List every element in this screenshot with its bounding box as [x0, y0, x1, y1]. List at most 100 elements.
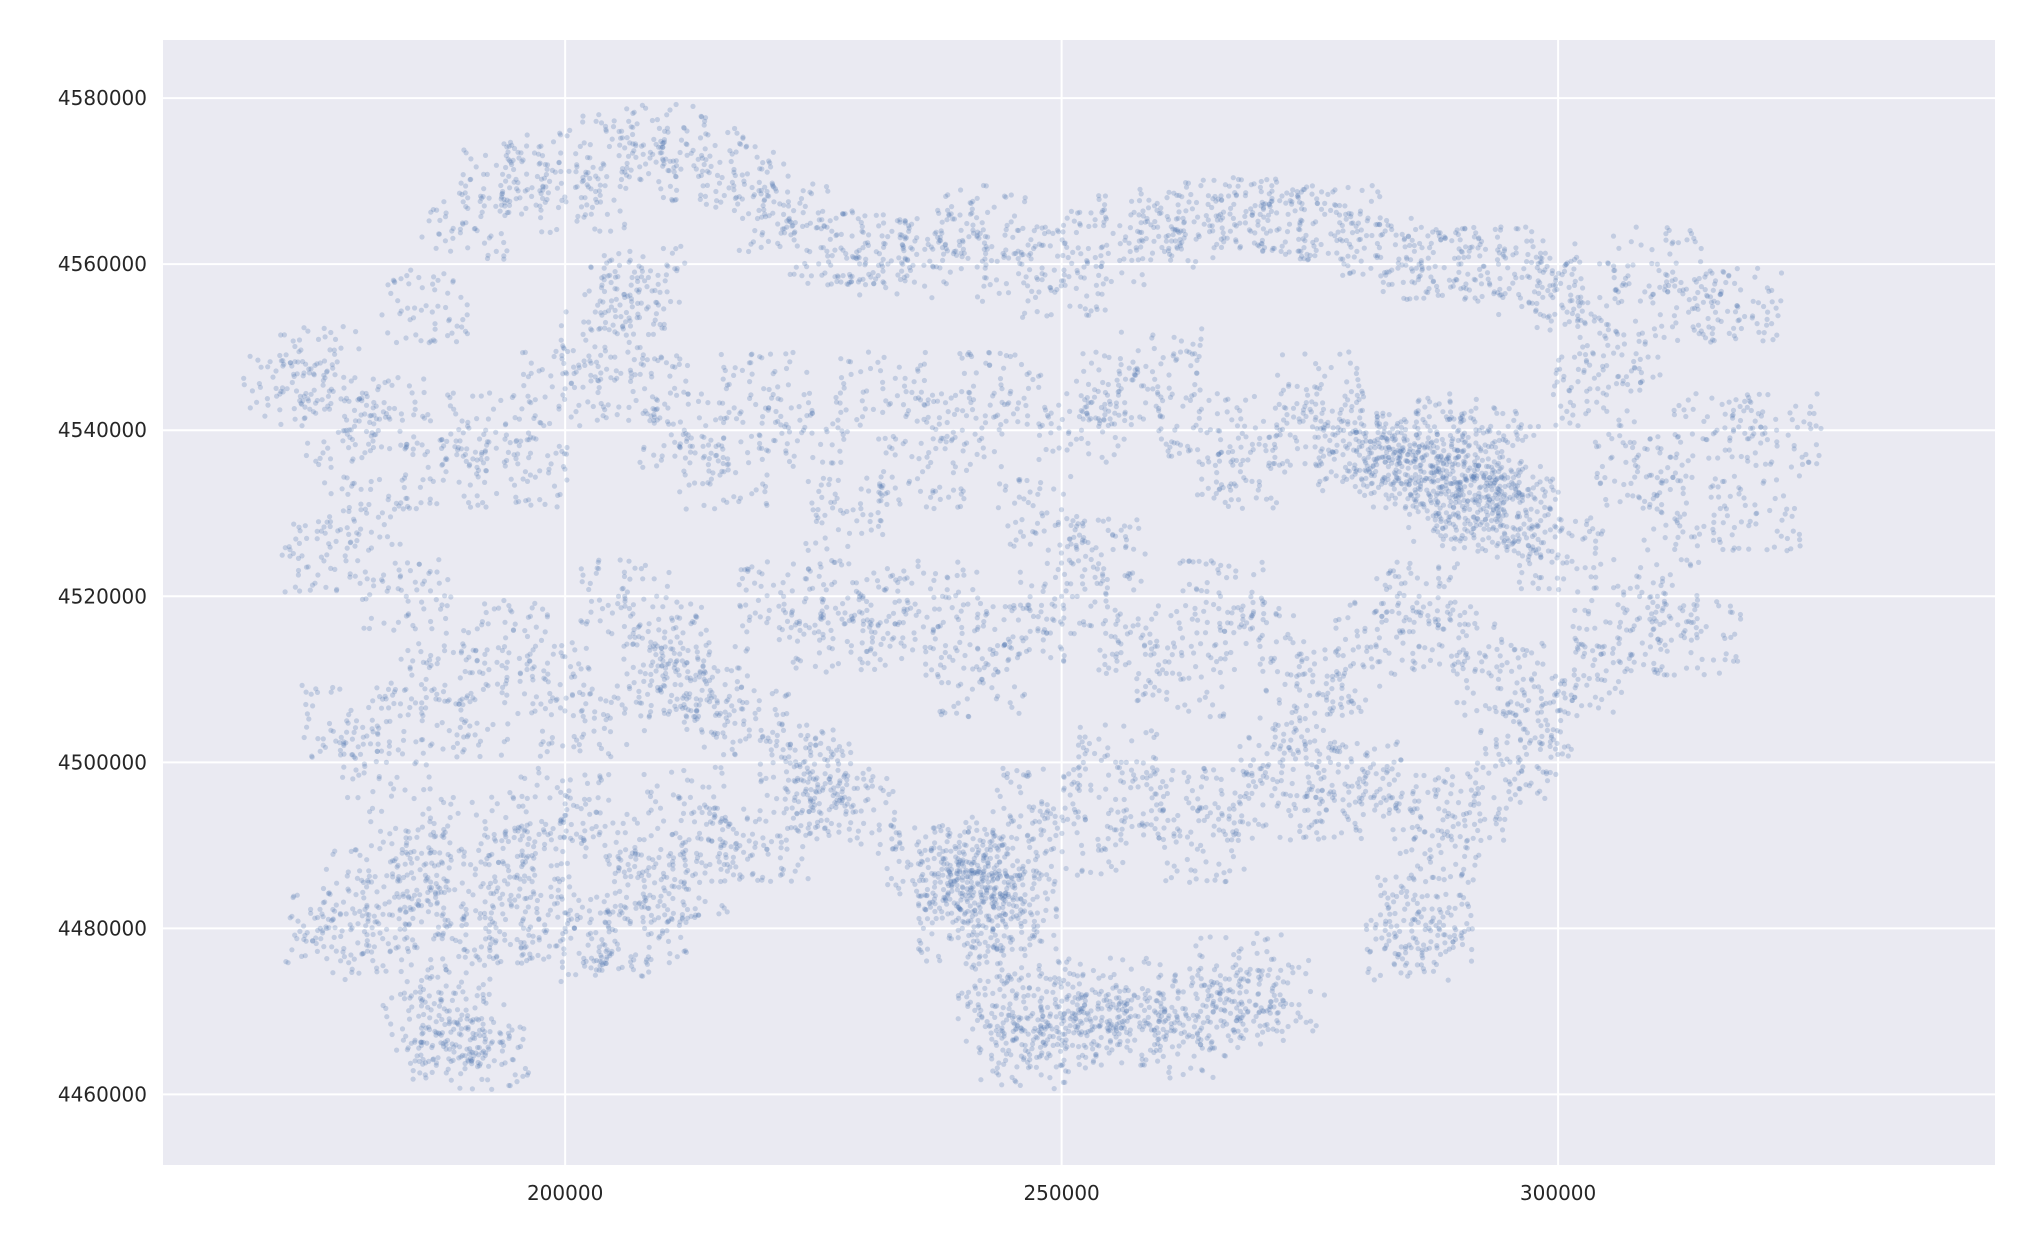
scatter-point — [1064, 447, 1070, 453]
scatter-point — [1177, 349, 1184, 355]
scatter-point — [1220, 230, 1226, 236]
scatter-point — [1646, 283, 1652, 289]
scatter-point — [1262, 442, 1268, 449]
scatter-point — [1738, 519, 1744, 525]
scatter-point — [368, 478, 374, 485]
scatter-point — [308, 391, 314, 397]
scatter-point — [1717, 291, 1723, 297]
scatter-point — [596, 741, 603, 748]
scatter-point — [1707, 294, 1714, 300]
scatter-point — [766, 193, 772, 199]
scatter-point — [1477, 266, 1483, 272]
scatter-point — [381, 522, 387, 528]
scatter-point — [1644, 446, 1650, 452]
scatter-point — [1216, 458, 1223, 464]
scatter-point — [1082, 306, 1088, 312]
scatter-point — [1239, 505, 1245, 511]
scatter-point — [1540, 238, 1546, 244]
scatter-point — [1133, 245, 1139, 251]
scatter-point — [746, 248, 752, 255]
scatter-point — [1602, 475, 1608, 481]
scatter-point — [1218, 437, 1224, 443]
scatter-point — [391, 627, 397, 633]
scatter-point — [581, 682, 587, 688]
scatter-point — [1591, 318, 1597, 324]
scatter-point — [816, 629, 822, 635]
scatter-point — [1145, 205, 1152, 211]
scatter-point — [281, 332, 287, 338]
scatter-point — [1302, 461, 1308, 467]
scatter-point — [1258, 241, 1264, 247]
scatter-point — [376, 776, 382, 782]
scatter-point — [1731, 333, 1737, 339]
scatter-point — [405, 305, 411, 311]
scatter-point — [619, 135, 626, 141]
scatter-point — [445, 577, 451, 583]
scatter-point — [478, 213, 484, 220]
scatter-point — [1157, 413, 1163, 420]
scatter-point — [1294, 383, 1300, 389]
scatter-point — [1612, 478, 1618, 484]
scatter-point — [1235, 435, 1241, 441]
scatter-point — [482, 448, 488, 454]
scatter-point — [789, 612, 795, 618]
scatter-point — [273, 368, 279, 374]
scatter-point — [833, 232, 839, 239]
scatter-point — [363, 428, 370, 435]
scatter-point — [479, 451, 485, 457]
scatter-point — [345, 794, 351, 801]
scatter-point — [1616, 373, 1622, 379]
scatter-point — [900, 242, 906, 248]
scatter-point — [1492, 226, 1498, 232]
scatter-point — [1277, 198, 1283, 204]
scatter-point — [440, 477, 446, 483]
scatter-point — [427, 588, 434, 594]
scatter-point — [513, 494, 519, 500]
scatter-point — [1263, 496, 1270, 502]
scatter-point — [420, 737, 426, 743]
scatter-point — [399, 751, 406, 757]
scatter-point — [816, 488, 822, 494]
scatter-point — [1567, 298, 1573, 304]
scatter-point — [756, 432, 762, 438]
scatter-point — [478, 393, 484, 399]
scatter-point — [672, 197, 678, 203]
scatter-point — [716, 400, 723, 406]
scatter-point — [1185, 443, 1191, 449]
scatter-point — [381, 572, 387, 578]
scatter-point — [1102, 406, 1108, 412]
scatter-point — [1389, 226, 1395, 233]
scatter-point — [699, 155, 706, 161]
scatter-point — [370, 438, 376, 444]
scatter-point — [1540, 540, 1547, 546]
scatter-point — [494, 490, 500, 497]
scatter-point — [952, 434, 958, 440]
scatter-point — [635, 624, 641, 630]
scatter-point — [389, 382, 395, 388]
scatter-point — [731, 372, 737, 378]
scatter-point — [428, 618, 434, 625]
scatter-point — [1577, 334, 1583, 340]
scatter-point — [435, 656, 441, 662]
scatter-point — [549, 384, 555, 390]
scatter-point — [1220, 485, 1226, 491]
scatter-point — [538, 701, 544, 707]
scatter-point — [621, 225, 627, 231]
scatter-point — [746, 733, 752, 739]
scatter-point — [356, 396, 362, 402]
scatter-point — [385, 282, 391, 288]
scatter-point — [881, 244, 887, 250]
scatter-point — [547, 229, 553, 235]
scatter-point — [948, 395, 954, 401]
scatter-point — [1672, 432, 1678, 438]
scatter-point — [1277, 432, 1283, 438]
scatter-point — [1489, 539, 1495, 545]
scatter-point — [1183, 180, 1189, 186]
scatter-point — [609, 610, 616, 616]
scatter-point — [645, 628, 651, 635]
scatter-point — [1342, 393, 1348, 399]
scatter-point — [660, 144, 666, 150]
scatter-point — [522, 349, 528, 355]
scatter-point — [373, 416, 380, 422]
scatter-point — [725, 129, 731, 136]
